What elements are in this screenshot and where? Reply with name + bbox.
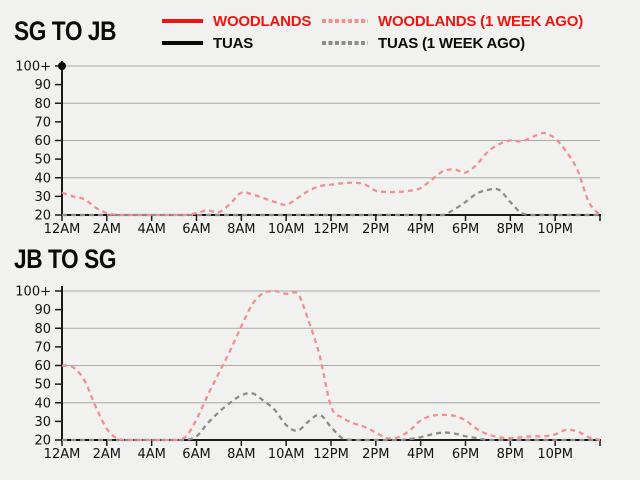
- chart-title-jb-to-sg: JB TO SG: [14, 244, 117, 274]
- svg-text:30: 30: [34, 415, 51, 430]
- svg-text:60: 60: [34, 359, 51, 374]
- svg-text:10AM: 10AM: [268, 222, 305, 237]
- svg-text:12AM: 12AM: [44, 222, 81, 237]
- svg-text:10PM: 10PM: [537, 447, 573, 462]
- tuas-week-ago-dash-swatch: [322, 41, 368, 45]
- svg-text:8PM: 8PM: [497, 447, 524, 462]
- svg-text:50: 50: [34, 153, 51, 168]
- svg-text:8PM: 8PM: [497, 222, 524, 237]
- svg-text:2PM: 2PM: [362, 447, 389, 462]
- svg-text:100+: 100+: [15, 285, 51, 300]
- svg-text:90: 90: [34, 78, 51, 93]
- svg-text:20: 20: [34, 209, 51, 224]
- legend-item-tuas: TUAS: [162, 34, 254, 52]
- svg-text:30: 30: [34, 190, 51, 205]
- legend-item-woodlands-1-week-ago: WOODLANDS (1 WEEK AGO): [322, 12, 584, 30]
- jb-to-sg-chart: 20 30 40 50 60 70 80 90 100+ 12AM 2AM 4AM 6AM 8AM 10AM…: [15, 285, 601, 462]
- svg-text:4PM: 4PM: [407, 222, 434, 237]
- svg-text:40: 40: [34, 396, 51, 411]
- svg-text:60: 60: [34, 134, 51, 149]
- svg-text:12PM: 12PM: [313, 222, 349, 237]
- legend-item-woodlands: WOODLANDS: [162, 12, 312, 30]
- legend-label-woodlands: WOODLANDS: [213, 12, 312, 30]
- svg-text:50: 50: [34, 378, 51, 393]
- svg-text:2AM: 2AM: [93, 447, 121, 462]
- legend-label-woodlands-1-week-ago: WOODLANDS (1 WEEK AGO): [378, 12, 584, 30]
- svg-text:80: 80: [34, 97, 51, 112]
- tuas-line-swatch: [162, 41, 203, 45]
- svg-text:8AM: 8AM: [227, 447, 255, 462]
- svg-text:80: 80: [34, 322, 51, 337]
- svg-text:6PM: 6PM: [452, 222, 479, 237]
- svg-text:2AM: 2AM: [93, 222, 121, 237]
- svg-text:4AM: 4AM: [137, 447, 165, 462]
- woodlands-week-ago-dash-swatch: [322, 19, 368, 23]
- svg-text:10AM: 10AM: [268, 447, 305, 462]
- svg-text:4PM: 4PM: [407, 447, 434, 462]
- chart-title-sg-to-jb: SG TO JB: [14, 16, 117, 46]
- svg-text:2PM: 2PM: [362, 222, 389, 237]
- svg-text:20: 20: [34, 434, 51, 449]
- svg-text:12AM: 12AM: [44, 447, 81, 462]
- svg-text:40: 40: [34, 171, 51, 186]
- legend-label-tuas-1-week-ago: TUAS (1 WEEK AGO): [378, 34, 525, 52]
- svg-text:6AM: 6AM: [182, 222, 210, 237]
- svg-text:12PM: 12PM: [313, 447, 349, 462]
- svg-text:8AM: 8AM: [227, 222, 255, 237]
- svg-text:6AM: 6AM: [182, 447, 210, 462]
- sg-to-jb-chart: 20 30 40 50 60 70 80 90 100+ 12AM 2AM 4AM 6AM 8AM 10AM…: [15, 60, 601, 237]
- woodlands-line-swatch: [162, 19, 203, 23]
- svg-text:4AM: 4AM: [137, 222, 165, 237]
- legend-item-tuas-1-week-ago: TUAS (1 WEEK AGO): [322, 34, 525, 52]
- svg-text:10PM: 10PM: [537, 222, 573, 237]
- svg-text:6PM: 6PM: [452, 447, 479, 462]
- svg-text:70: 70: [34, 340, 51, 355]
- svg-text:90: 90: [34, 303, 51, 318]
- legend-label-tuas: TUAS: [213, 34, 254, 52]
- svg-text:70: 70: [34, 115, 51, 130]
- svg-text:100+: 100+: [15, 60, 51, 75]
